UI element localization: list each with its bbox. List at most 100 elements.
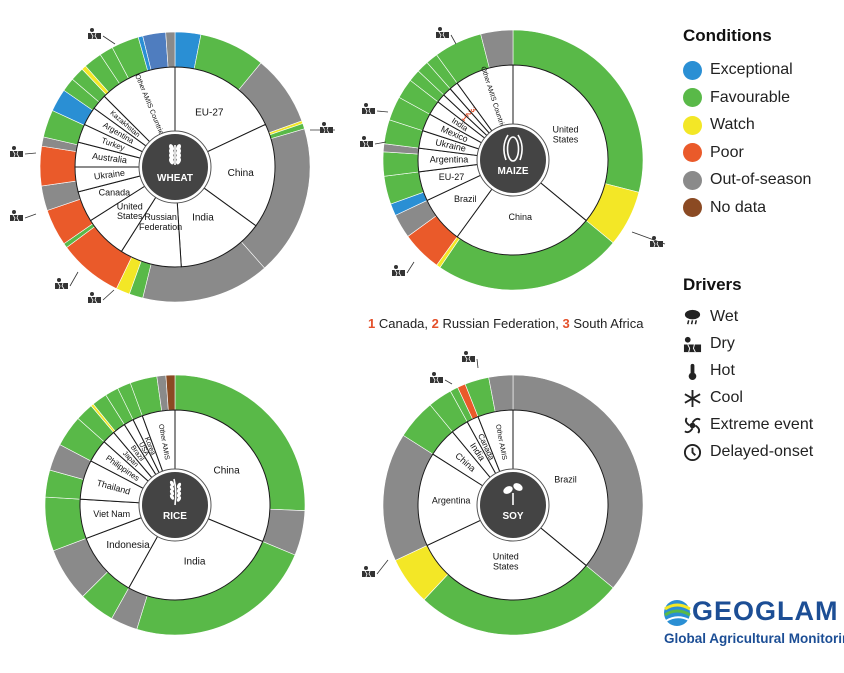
dry-icon [88,28,116,45]
dry-icon-ground [462,356,475,362]
pointer-line [444,379,453,385]
legend-label: Favourable [710,88,791,106]
legend-swatch [683,115,702,135]
rice-grain [169,485,175,491]
dry-icon-crack [362,140,370,148]
dry-icon-sun [652,236,656,240]
maize-crop-label: MAIZE [497,166,528,177]
dry-icon-crack [12,214,20,222]
rice-stem [173,478,177,506]
dry-icon-ground [55,283,68,289]
legend-swatch [683,143,702,162]
soy-country-label: United States [493,552,519,572]
legend-label: Hot [710,362,735,379]
globe-icon [664,600,691,626]
pointer-line [374,141,387,145]
maize-cob [506,136,520,162]
legend-label: Wet [710,308,739,325]
rice-country-label: Indonesia [106,540,150,551]
legend-item-hot: Hot [683,359,735,383]
maize-leaf [517,134,523,161]
maize-footnote: 1 Canada, 2 Russian Federation, 3 South … [368,316,643,331]
dry-icon-sun [394,265,398,269]
pointer-line [69,271,79,287]
dry-icon-sun [12,210,16,214]
dry-icon [631,231,666,248]
dry-icon-ground [360,141,373,147]
wheat-country-label: India [192,212,214,223]
pointer-line [376,559,389,575]
legend-label: Cool [710,389,743,406]
maize-country-label: China [509,212,533,222]
maize-country-label: 1 [460,113,470,123]
pointer-line [476,358,479,369]
pointer-line [376,110,389,113]
legend-item-favourable: Favourable [683,86,790,110]
dry-icon-sun [57,278,61,282]
pointer-line [102,289,115,301]
dry-icon [462,351,479,369]
maize-country-label: 2 [464,109,474,119]
soy-leaf [503,486,513,494]
legend-swatch [683,170,702,190]
dry-icon [392,261,415,277]
dry-icon-ground [430,377,443,383]
legend-item-wet: Wet [683,305,738,329]
legend-item-delayed-onset: Delayed-onset [683,440,813,464]
extreme-event-icon [683,416,702,435]
wheat-grain [168,144,175,151]
dry-icon-crack [438,31,446,39]
legend-swatch [683,198,702,217]
dry-icon-crack [652,240,660,248]
pointer-line [102,35,116,45]
delayed-onset-icon [683,443,702,462]
dry-icon-crack [394,269,402,277]
hot-icon [683,362,702,381]
pointer-line [24,152,37,155]
wheat-country-label: Ukraine [93,168,125,182]
pointer-line [450,34,457,45]
legend-label: No data [710,198,767,216]
dry-icon-crack [364,570,372,578]
legend-label: Delayed-onset [710,443,814,460]
legend-item-exceptional: Exceptional [683,58,793,82]
legend-swatch [683,88,702,107]
footnote-num-3: 3 [562,316,570,331]
soy-country-label: Argentina [432,495,471,505]
legend-label: Extreme event [710,416,814,433]
dry-icon [10,146,37,158]
soy-crop-label: SOY [502,511,523,522]
dry-icon-sun [364,566,368,570]
legend-label: Dry [710,335,735,352]
rice-country-label: India [184,556,206,567]
maize-chart: United StatesChinaBrazilEU-27ArgentinaUkr… [382,29,644,291]
geoglam-logo: GEOGLAM Global Agricultural Monitoring [662,595,844,655]
dry-icon-crack [57,282,65,290]
legend-label: Poor [710,143,744,161]
wheat-hub [142,134,208,200]
dry-icon [10,210,37,222]
dry-icon-crack [12,150,20,158]
wheat-grain [175,144,182,151]
rice-grain [176,496,182,502]
maize-country-label: EU-27 [439,172,465,182]
dry-icon [310,122,335,134]
maize-country-label: United States [552,125,578,145]
rice-crop-label: RICE [163,511,187,522]
dry-icon-ground [436,32,449,38]
dry-icon-sun [322,122,326,126]
wheat-country-label: Canada [99,188,131,198]
logo-subtitle: Global Agricultural Monitoring [664,631,844,646]
dry-icon-crack [364,107,372,115]
dry-icon [430,372,453,385]
rice-grain [176,487,182,493]
legend-item-extreme-event: Extreme event [683,413,813,437]
footnote-num-2: 2 [431,316,439,331]
dry-icon-sun [464,351,468,355]
legend-item-poor: Poor [683,141,744,165]
rice-grain [176,491,182,498]
dry-icon-ground [362,108,375,114]
